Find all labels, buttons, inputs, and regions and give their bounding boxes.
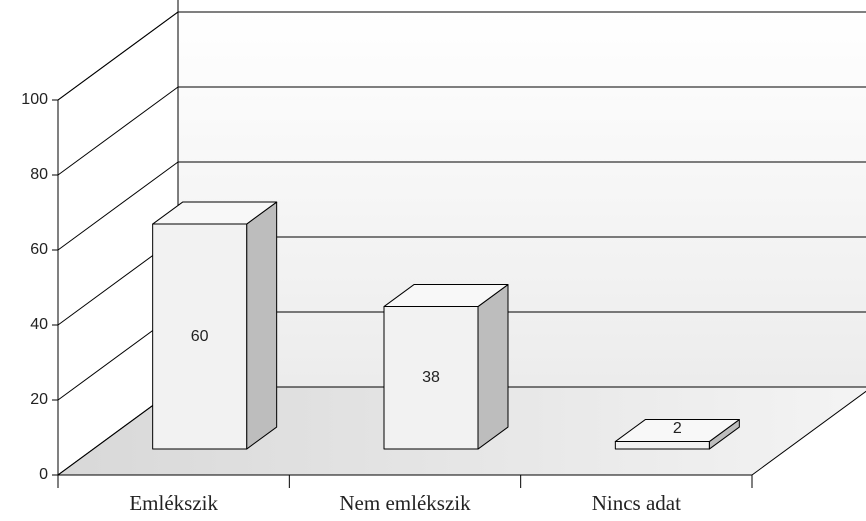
y-tick-label: 20: [30, 391, 48, 408]
bar: [614, 419, 740, 450]
x-tick-label: Nincs adat: [592, 491, 681, 515]
y-tick-label: 0: [39, 466, 48, 483]
bar: [152, 201, 278, 450]
bar-side: [246, 201, 278, 450]
back-wall: [178, 10, 866, 387]
x-tick-label: Emlékszik: [129, 491, 218, 515]
y-tick-label: 60: [30, 241, 48, 258]
y-tick-label: 100: [21, 91, 48, 108]
data-label: 38: [422, 369, 440, 386]
grid-line: [57, 86, 179, 176]
data-label: 2: [673, 420, 682, 437]
bar: [383, 284, 509, 450]
y-tick-label: 80: [30, 166, 48, 183]
grid-line: [57, 161, 179, 251]
y-tick-label: 40: [30, 316, 48, 333]
grid-line: [57, 11, 179, 101]
bar-front: [152, 223, 248, 450]
data-label: 60: [191, 328, 209, 345]
bar-side: [477, 284, 509, 450]
bar-front: [614, 441, 710, 450]
bar-front: [383, 306, 479, 450]
x-tick-label: Nem emlékszik: [339, 491, 471, 515]
